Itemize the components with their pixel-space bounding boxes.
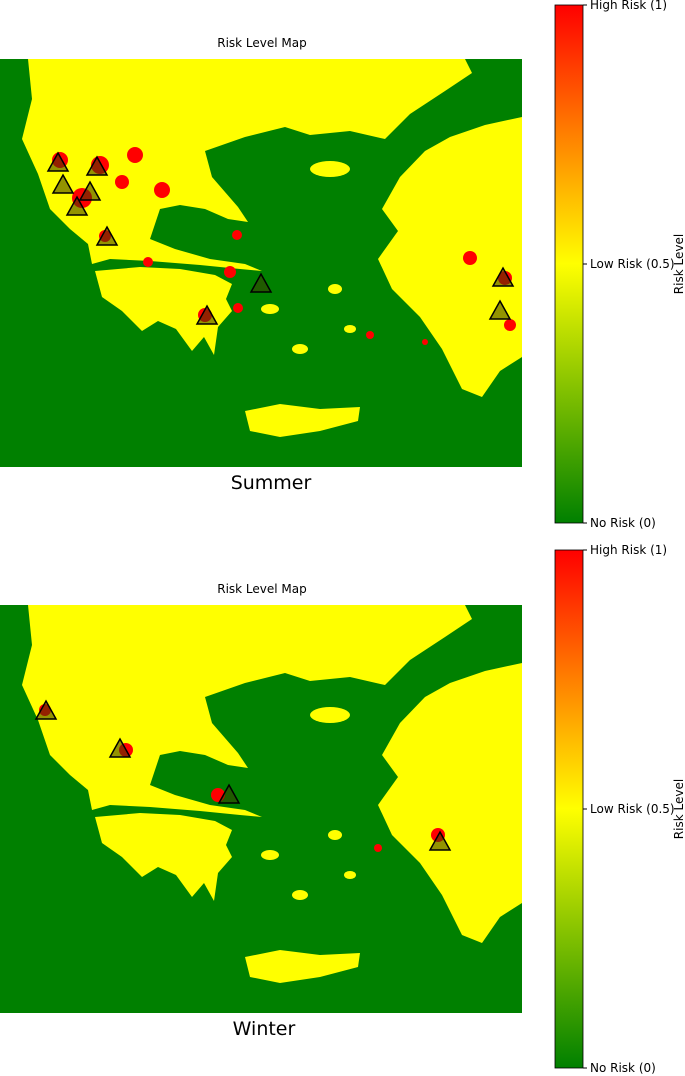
colorbar-label: Risk Level bbox=[672, 234, 685, 294]
map-title: Risk Level Map bbox=[217, 36, 307, 50]
colorbar-label: Risk Level bbox=[672, 779, 685, 839]
map-title: Risk Level Map bbox=[217, 582, 307, 596]
season-caption: Winter bbox=[233, 1018, 296, 1040]
map bbox=[0, 59, 522, 467]
season-caption: Summer bbox=[231, 472, 312, 494]
panel-winter: Risk Level Map Winter High Risk (1) Low R… bbox=[0, 543, 685, 1075]
sites bbox=[46, 151, 515, 325]
colorbar-tick-label: Low Risk (0.5) bbox=[590, 257, 675, 271]
colorbar-tick-label: No Risk (0) bbox=[590, 1061, 656, 1075]
colorbar bbox=[554, 549, 584, 1069]
map bbox=[0, 605, 522, 1013]
colorbar-tick-label: Low Risk (0.5) bbox=[590, 802, 675, 816]
sites bbox=[34, 699, 452, 851]
colorbar-tick-label: High Risk (1) bbox=[590, 543, 667, 557]
colorbar bbox=[554, 4, 584, 524]
colorbar-tick-label: High Risk (1) bbox=[590, 0, 667, 12]
colorbar-tick-label: No Risk (0) bbox=[590, 516, 656, 530]
panel-summer: Risk Level Map Summer High Risk (1) Low R… bbox=[0, 0, 685, 530]
